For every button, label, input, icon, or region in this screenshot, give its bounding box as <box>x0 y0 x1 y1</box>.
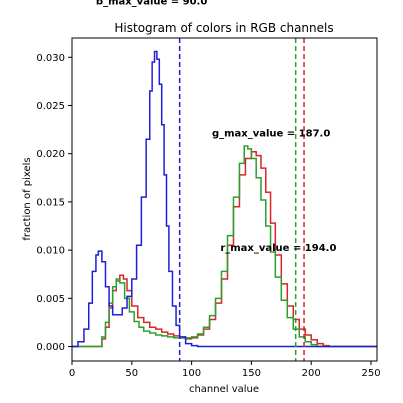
y-tick-label: 0.010 <box>36 246 65 257</box>
max-value-annotation-2: r_max_value = 194.0 <box>220 243 336 254</box>
x-tick-label: 150 <box>242 368 261 379</box>
y-tick-label: 0.000 <box>36 342 65 353</box>
y-tick-label: 0.025 <box>36 101 65 112</box>
chart-title: Histogram of colors in RGB channels <box>114 21 333 35</box>
y-axis-label: fraction of pixels <box>22 157 33 240</box>
series-line-1 <box>72 145 377 348</box>
y-tick-label: 0.015 <box>36 197 65 208</box>
series-line-2 <box>72 50 377 348</box>
x-axis-label: channel value <box>189 384 259 395</box>
series-line-0 <box>72 151 377 348</box>
x-axis: 0 50 100 150 200 250 <box>69 361 381 379</box>
x-tick-label: 250 <box>361 368 380 379</box>
x-tick-label: 0 <box>69 368 75 379</box>
x-tick-label: 50 <box>125 368 138 379</box>
max-value-annotation-0: b_max_value = 90.0 <box>96 0 207 7</box>
y-tick-label: 0.020 <box>36 149 65 160</box>
y-axis: 0.000 0.005 0.010 0.015 0.020 0.025 0.030 <box>36 53 72 353</box>
y-tick-label: 0.005 <box>36 294 65 305</box>
x-tick-label: 200 <box>302 368 321 379</box>
plot-frame <box>71 37 378 362</box>
y-tick-label: 0.030 <box>36 53 65 64</box>
max-value-annotation-1: g_max_value = 187.0 <box>212 128 330 139</box>
x-tick-label: 100 <box>182 368 201 379</box>
